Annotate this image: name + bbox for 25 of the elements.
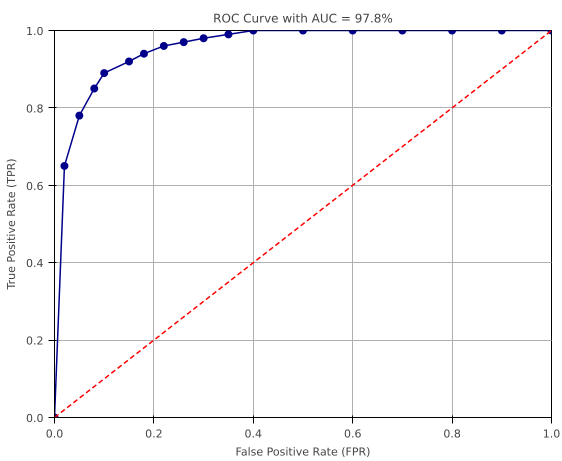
y-tick-label: 0.0 (26, 412, 44, 425)
chart-title: ROC Curve with AUC = 97.8% (213, 12, 393, 26)
y-tick-label: 0.4 (26, 257, 44, 270)
point (180, 38, 188, 46)
point (100, 69, 108, 78)
point (200, 34, 208, 42)
point (140, 50, 148, 58)
x-tick-label: 0.8 (443, 428, 461, 440)
point (125, 57, 134, 66)
x-tick-label: 0.2 (145, 428, 163, 440)
x-tick-label: 0.6 (344, 428, 362, 440)
x-axis-title: False Positive Rate (FPR) (236, 446, 370, 458)
y-tick-label: 0.8 (26, 102, 44, 116)
point (90, 84, 98, 93)
y-tick-label: 0.2 (26, 334, 44, 348)
point (160, 42, 168, 50)
point (75, 112, 84, 120)
point (60, 162, 68, 170)
y-tick-label: 0.6 (26, 180, 44, 193)
x-tick-label: 0.4 (244, 428, 262, 440)
y-tick-label: 1.0 (26, 25, 44, 38)
y-axis-title: True Positive Rate (TPR) (5, 158, 18, 291)
point (224, 30, 232, 38)
x-tick-label: 0.0 (46, 428, 64, 440)
x-tick-label: 1.0 (542, 428, 560, 440)
